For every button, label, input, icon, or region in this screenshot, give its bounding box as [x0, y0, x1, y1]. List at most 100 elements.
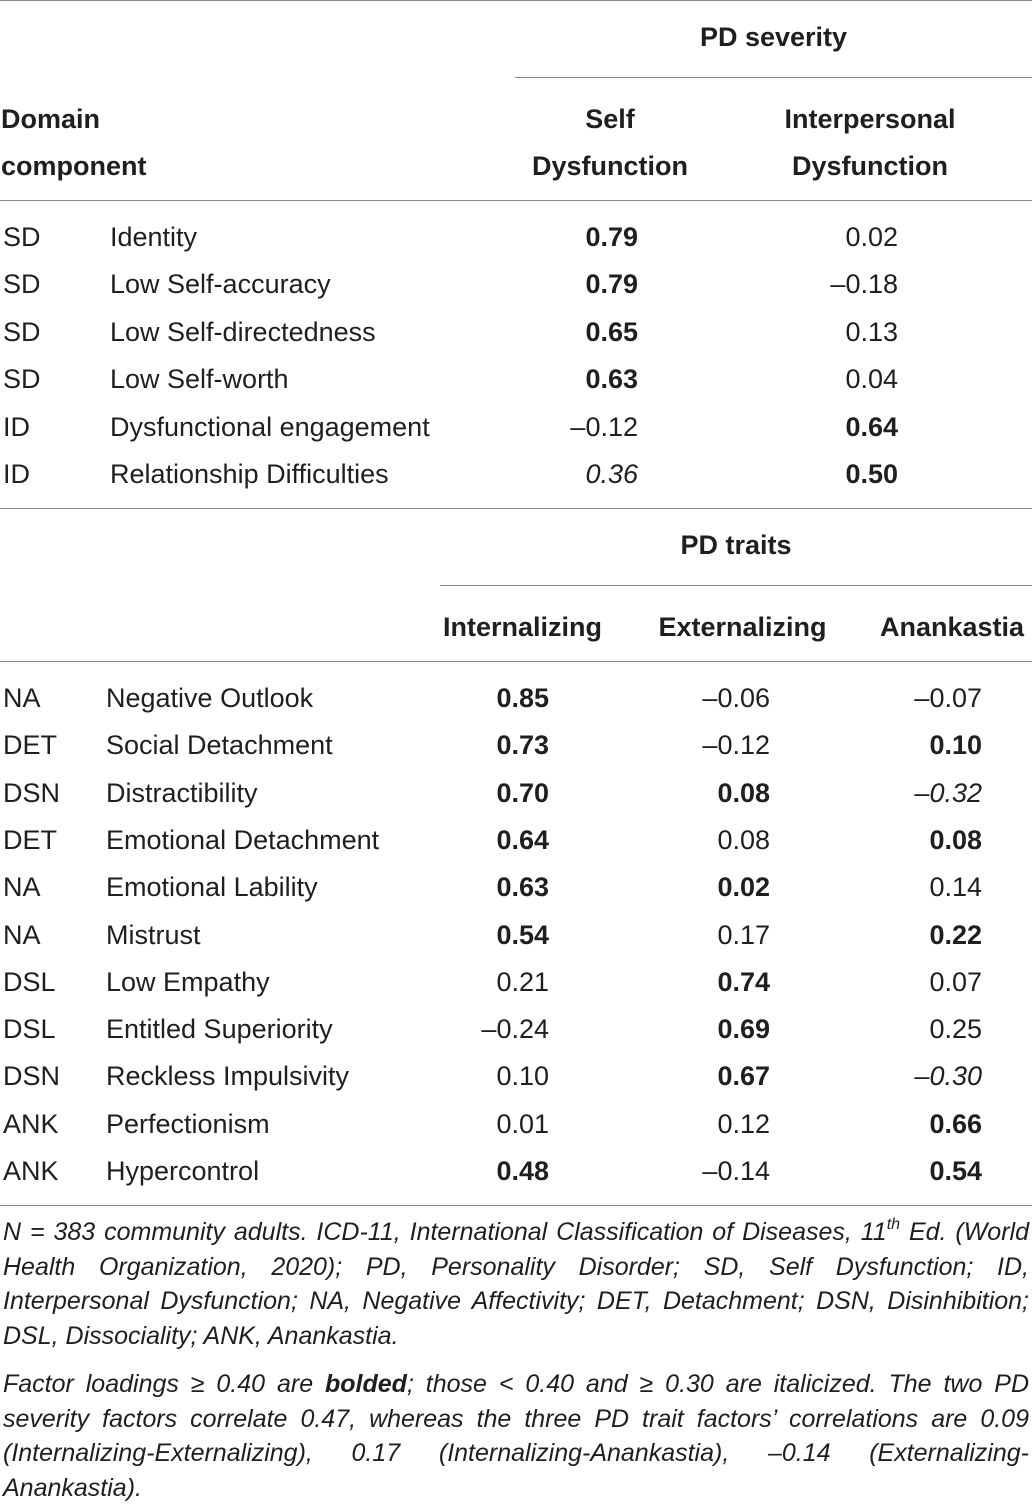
loading-value: –0.24 — [481, 1014, 549, 1045]
loading-value: 0.54 — [496, 919, 549, 950]
row-abbreviation: DET — [3, 730, 57, 761]
loading-value: 0.50 — [845, 459, 898, 489]
loading-value: 0.12 — [717, 1108, 770, 1139]
row-trait-name: Perfectionism — [106, 1108, 270, 1139]
row-abbreviation: ID — [3, 459, 30, 489]
loading-value: –0.32 — [914, 777, 982, 808]
top-rule — [0, 0, 1032, 1]
column-header-interpersonal-dysfunction: Interpersonal — [784, 104, 956, 134]
column-header-interpersonal-dysfunction-line2: Dysfunction — [791, 151, 948, 181]
loading-value: 0.17 — [717, 919, 770, 950]
row-trait-name: Emotional Detachment — [106, 824, 380, 855]
loading-value: 0.21 — [496, 966, 549, 997]
row-trait-name: Hypercontrol — [106, 1156, 260, 1186]
loading-value: 0.79 — [585, 222, 638, 252]
footnote-abbreviations-text-b: Ed. (World Health Organization, 2020); P… — [3, 1218, 1029, 1350]
row-header-domain: Domain — [1, 104, 101, 134]
footnote-loadings: Factor loadings ≥ 0.40 are bolded; those… — [3, 1367, 1029, 1505]
row-abbreviation: DSL — [3, 1014, 56, 1045]
loading-value: 0.67 — [717, 1061, 770, 1092]
row-abbreviation: DSN — [3, 777, 61, 808]
group-header-pd-traits: PD traits — [680, 530, 792, 560]
loading-value: 0.10 — [496, 1061, 549, 1092]
loading-value: 0.48 — [496, 1156, 549, 1186]
loading-value: 0.64 — [496, 824, 549, 855]
footnote-abbreviations-text-a: N = 383 community adults. ICD-11, Intern… — [3, 1218, 887, 1246]
footnote-abbreviations: N = 383 community adults. ICD-11, Intern… — [3, 1215, 1029, 1353]
row-abbreviation: SD — [3, 269, 41, 300]
table-divider — [0, 508, 1032, 509]
loading-value: 0.74 — [717, 966, 770, 997]
loading-value: 0.02 — [845, 222, 898, 252]
footnote-loadings-text-a: Factor loadings ≥ 0.40 are — [3, 1370, 326, 1398]
row-abbreviation: DSL — [3, 966, 56, 997]
column-header-self-dysfunction-line2: Dysfunction — [531, 151, 688, 181]
row-abbreviation: ANK — [3, 1108, 59, 1139]
row-abbreviation: DET — [3, 824, 57, 855]
column-header-self-dysfunction: Self — [585, 104, 635, 134]
row-component-name: Identity — [110, 222, 198, 252]
loading-value: 0.70 — [496, 777, 549, 808]
loading-value: 0.63 — [585, 364, 638, 395]
group-rule-pd-traits — [440, 585, 1032, 586]
row-trait-name: Mistrust — [106, 919, 201, 950]
loading-value: 0.85 — [496, 683, 549, 713]
loading-value: 0.25 — [929, 1014, 982, 1045]
loading-value: 0.73 — [496, 730, 549, 761]
row-component-name: Dysfunctional engagement — [110, 411, 430, 442]
loading-value: 0.01 — [496, 1108, 549, 1139]
group-rule-pd-severity — [515, 77, 1032, 78]
loading-value: –0.14 — [702, 1156, 770, 1186]
footnote-superscript: th — [886, 1215, 901, 1233]
loading-value: 0.14 — [929, 872, 982, 903]
row-abbreviation: DSN — [3, 1061, 61, 1092]
group-header-pd-severity: PD severity — [699, 22, 848, 52]
row-abbreviation: ID — [3, 411, 30, 442]
loading-value: 0.66 — [929, 1108, 982, 1139]
loading-value: –0.12 — [570, 411, 638, 442]
loading-value: 0.08 — [717, 824, 770, 855]
loading-value: 0.07 — [929, 966, 982, 997]
row-trait-name: Negative Outlook — [106, 683, 314, 713]
loading-value: –0.06 — [702, 683, 770, 713]
row-trait-name: Social Detachment — [106, 730, 333, 761]
row-abbreviation: SD — [3, 222, 41, 252]
loading-value: 0.64 — [845, 411, 898, 442]
column-header-anankastia: Anankastia — [879, 612, 1025, 642]
loading-value: 0.79 — [585, 269, 638, 300]
loading-value: 0.63 — [496, 872, 549, 903]
loading-value: –0.18 — [830, 269, 898, 300]
loading-value: –0.30 — [914, 1061, 982, 1092]
loading-value: 0.08 — [717, 777, 770, 808]
loading-value: 0.10 — [929, 730, 982, 761]
row-header-component: component — [1, 151, 147, 181]
loading-value: –0.12 — [702, 730, 770, 761]
row-abbreviation: ANK — [3, 1156, 59, 1186]
loading-value: 0.02 — [717, 872, 770, 903]
bottom-rule — [0, 1205, 1032, 1206]
column-header-internalizing: Internalizing — [442, 612, 602, 642]
loading-value: –0.07 — [914, 683, 982, 713]
loading-value: 0.65 — [585, 316, 638, 347]
row-component-name: Low Self-directedness — [110, 316, 376, 347]
loading-value: 0.36 — [585, 459, 638, 489]
footnote-loadings-text-b: ; those < 0.40 and ≥ 0.30 are italicized… — [3, 1370, 1029, 1502]
loading-value: 0.69 — [717, 1014, 770, 1045]
row-abbreviation: NA — [3, 683, 41, 713]
row-trait-name: Reckless Impulsivity — [106, 1061, 350, 1092]
row-abbreviation: NA — [3, 872, 41, 903]
row-component-name: Low Self-worth — [110, 364, 289, 395]
row-component-name: Low Self-accuracy — [110, 269, 331, 300]
row-abbreviation: NA — [3, 919, 41, 950]
row-abbreviation: SD — [3, 364, 41, 395]
loading-value: 0.22 — [929, 919, 982, 950]
row-trait-name: Entitled Superiority — [106, 1014, 333, 1045]
loading-value: 0.13 — [845, 316, 898, 347]
header-rule-2 — [0, 661, 1032, 662]
loading-value: 0.54 — [929, 1156, 982, 1186]
row-abbreviation: SD — [3, 316, 41, 347]
header-rule-1 — [0, 200, 1032, 201]
row-component-name: Relationship Difficulties — [110, 459, 389, 489]
row-trait-name: Distractibility — [106, 777, 258, 808]
row-trait-name: Low Empathy — [106, 966, 270, 997]
